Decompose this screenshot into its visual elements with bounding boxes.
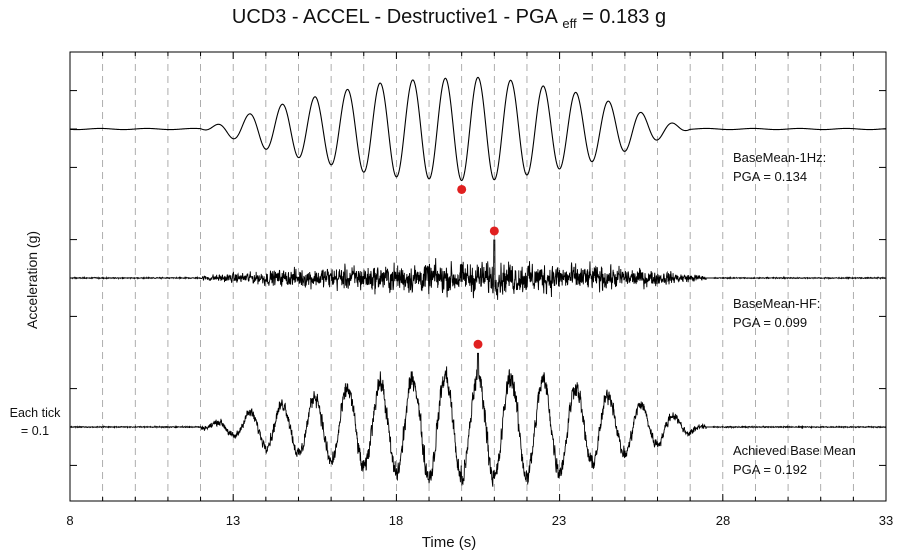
tick-scale-note-line2: = 0.1	[20, 424, 50, 438]
x-tick-label-33: 33	[878, 513, 894, 528]
series-name-basemean-hf: BaseMean-HF:	[733, 296, 821, 311]
pga-markers	[457, 184, 499, 349]
x-tick-label-18: 18	[388, 513, 404, 528]
plot-frame	[69, 51, 887, 502]
pga-marker-1	[489, 226, 499, 236]
x-tick-label-13: 13	[225, 513, 241, 528]
trace-1	[69, 239, 887, 300]
x-tick-label-23: 23	[551, 513, 567, 528]
x-axis-label: Time (s)	[421, 534, 477, 551]
pga-label-achieved-base-mean: PGA = 0.192	[733, 462, 808, 477]
pga-marker-0	[457, 184, 467, 194]
annotation-achieved-base-mean: Achieved Base Mean PGA = 0.192	[733, 441, 856, 479]
trace-0	[69, 76, 887, 182]
tick-scale-note: Each tick = 0.1	[4, 404, 66, 440]
tick-scale-note-line1: Each tick	[9, 406, 61, 420]
annotation-basemean-1hz: BaseMean-1Hz: PGA = 0.134	[733, 148, 826, 186]
y-axis-label: Acceleration (g)	[24, 230, 40, 330]
annotation-basemean-hf: BaseMean-HF: PGA = 0.099	[733, 294, 820, 332]
series-name-basemean-1hz: BaseMean-1Hz:	[733, 150, 827, 165]
pga-marker-2	[473, 339, 483, 349]
vertical-grid	[102, 52, 854, 501]
pga-label-basemean-1hz: PGA = 0.134	[733, 169, 808, 184]
chart-title: UCD3 - ACCEL - Destructive1 - PGA eff = …	[231, 6, 667, 31]
series-name-achieved-base-mean: Achieved Base Mean	[733, 443, 856, 458]
traces	[69, 76, 887, 487]
trace-2	[69, 352, 887, 487]
x-tick-label-28: 28	[715, 513, 731, 528]
pga-label-basemean-hf: PGA = 0.099	[733, 315, 808, 330]
x-tick-label-8: 8	[66, 513, 74, 528]
